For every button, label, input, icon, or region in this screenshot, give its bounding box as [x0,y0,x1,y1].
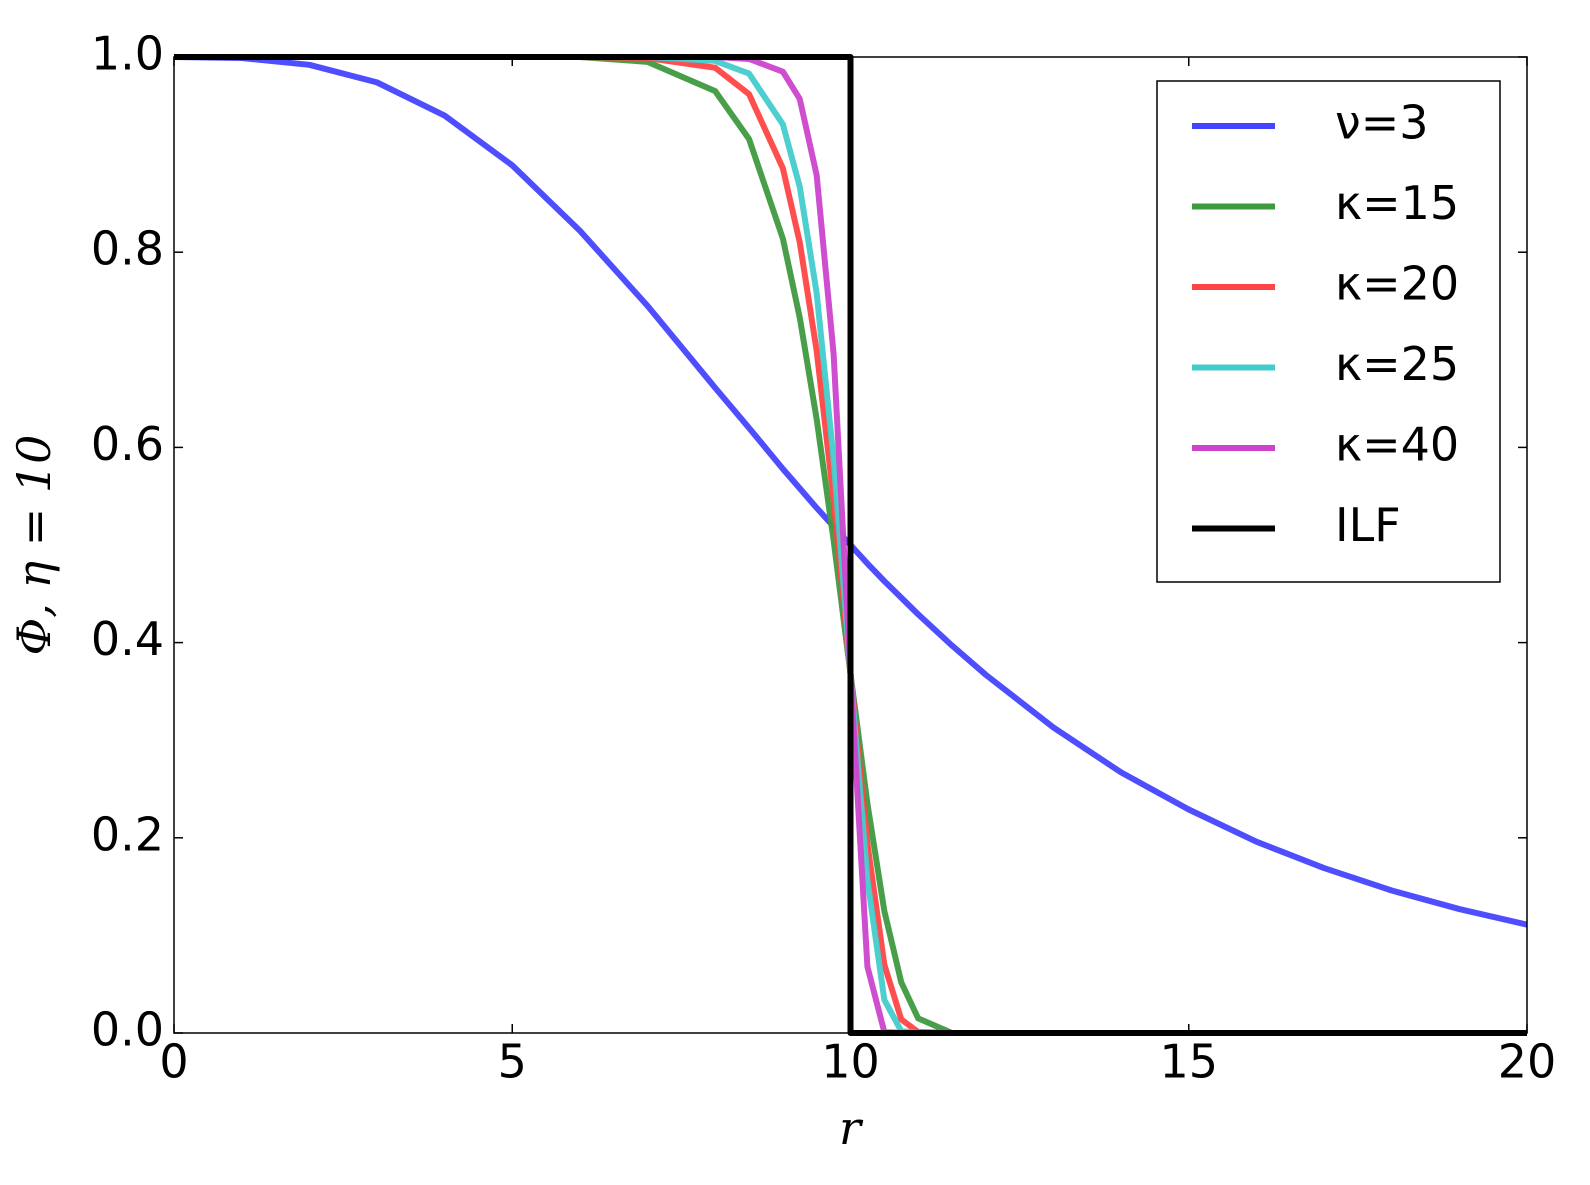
x-tick-label: 20 [1498,1035,1557,1089]
plot-frame [173,56,1528,1034]
legend-label: ILF [1335,498,1401,552]
x-tick-label: 10 [821,1035,880,1089]
legend-box [1156,80,1501,583]
y-tick-label: 0.8 [91,222,164,276]
legend-label: κ=40 [1335,418,1459,472]
y-tick-label: 0.0 [91,1003,164,1057]
legend-label: κ=20 [1335,257,1459,311]
y-tick-label: 0.6 [91,417,164,471]
legend-label: ν=3 [1335,96,1429,150]
y-tick-label: 0.4 [91,612,164,666]
y-tick-label: 0.2 [91,807,164,861]
y-tick-label: 1.0 [91,27,164,81]
y-axis-label: Φ, η = 10 [7,435,61,656]
legend: ν=3 κ=15 κ=20 κ=25 κ=40 ILF [1156,80,1501,583]
x-tick-label: 15 [1159,1035,1218,1089]
x-axis-label: r [839,1101,864,1155]
x-tick-label: 5 [498,1035,527,1089]
legend-label: κ=15 [1335,176,1459,230]
x-tick-label: 0 [159,1035,188,1089]
legend-label: κ=25 [1335,337,1459,391]
